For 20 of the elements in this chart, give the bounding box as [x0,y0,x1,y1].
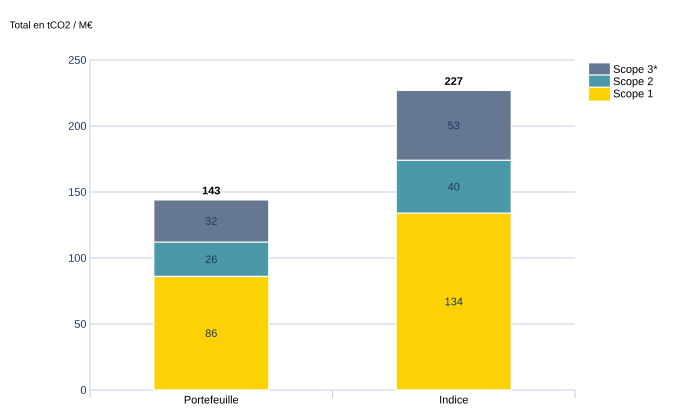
data-label: 53 [448,121,460,130]
data-label: 32 [206,217,217,225]
y-tick-label: 0 [80,386,86,394]
data-label: 134 [445,298,463,306]
x-tick-label: Portefeuille [184,396,238,404]
data-label: 86 [206,329,217,338]
data-label: 40 [448,182,460,191]
y-axis-title: Total en tCO2 / M€ [10,21,92,28]
y-tick-label: 50 [74,320,86,328]
data-label: 26 [206,255,217,264]
y-tick-label: 200 [68,122,86,130]
legend-label: Scope 2 [614,77,653,88]
total-label: 143 [202,186,220,194]
y-tick-label: 150 [69,188,86,196]
legend-label: Scope 1 [614,90,653,100]
y-tick-label: 100 [69,254,86,262]
y-tick-label: 250 [68,56,86,64]
x-tick-label: Indice [440,396,468,404]
total-label: 227 [444,77,462,85]
legend-label: Scope 3* [614,65,658,76]
